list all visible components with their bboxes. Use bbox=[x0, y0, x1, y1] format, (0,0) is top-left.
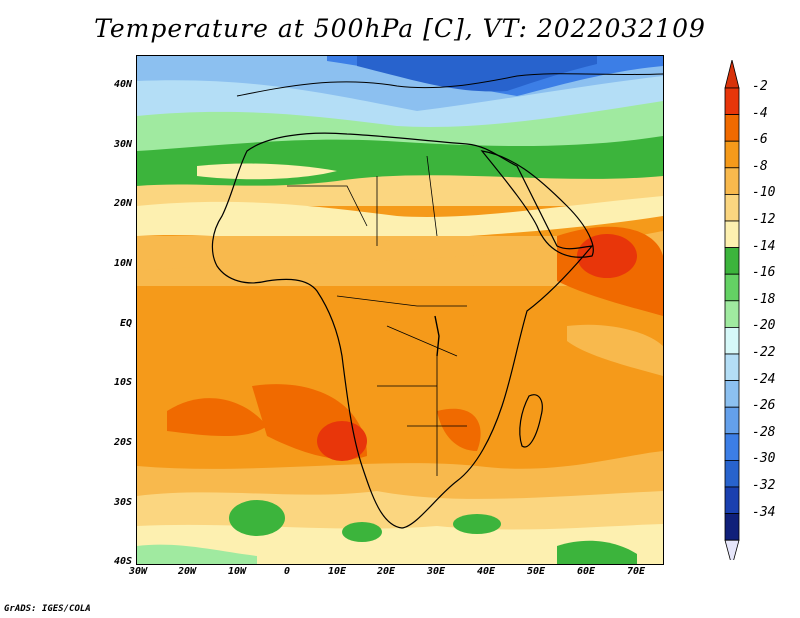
lat-tick: 30S bbox=[113, 497, 132, 508]
colorbar-swatch bbox=[724, 513, 740, 541]
lon-tick: 0 bbox=[283, 566, 291, 577]
lat-tick: 40N bbox=[113, 79, 132, 90]
colorbar-label: -14 bbox=[752, 238, 776, 254]
lon-tick: 70E bbox=[626, 566, 646, 577]
credit-text: GrADS: IGES/COLA bbox=[4, 604, 91, 614]
lat-tick: 10N bbox=[113, 258, 132, 269]
colorbar-label: -10 bbox=[752, 185, 776, 201]
lon-tick: 60E bbox=[576, 566, 596, 577]
colorbar-bottom-arrow bbox=[724, 539, 740, 560]
colorbar-swatch bbox=[724, 459, 740, 488]
lon-tick: 10E bbox=[327, 566, 347, 577]
lon-tick: 20E bbox=[376, 566, 396, 577]
colorbar-swatch bbox=[724, 193, 740, 222]
lat-tick: 10S bbox=[113, 377, 132, 388]
colorbar-swatch bbox=[724, 433, 740, 461]
colorbar-label: -28 bbox=[752, 424, 776, 440]
lon-tick: 10W bbox=[227, 566, 247, 577]
colorbar-swatch bbox=[724, 220, 740, 249]
colorbar-swatch bbox=[724, 140, 740, 169]
colorbar-label: -16 bbox=[752, 265, 776, 281]
colorbar-swatch bbox=[724, 380, 740, 408]
colorbar-swatch bbox=[724, 167, 740, 195]
colorbar-top-arrow bbox=[724, 60, 740, 89]
colorbar-swatch bbox=[724, 273, 740, 302]
colorbar-label: -30 bbox=[752, 451, 776, 467]
colorbar-swatch bbox=[724, 114, 740, 142]
lon-tick: 50E bbox=[526, 566, 546, 577]
colorbar-label: -32 bbox=[752, 478, 776, 493]
colorbar-label: -4 bbox=[752, 105, 768, 121]
colorbar-swatch bbox=[724, 326, 740, 355]
colorbar-label: -2 bbox=[752, 79, 768, 94]
colorbar-label: -22 bbox=[752, 345, 776, 360]
colorbar-label: -20 bbox=[752, 318, 776, 334]
map-field bbox=[137, 56, 663, 564]
lon-tick: 30E bbox=[426, 566, 446, 577]
colorbar-label: -6 bbox=[752, 132, 768, 148]
lat-tick: 40S bbox=[113, 556, 132, 567]
colorbar-swatch bbox=[724, 486, 740, 515]
colorbar-label: -18 bbox=[752, 291, 776, 307]
colorbar-label: -8 bbox=[752, 158, 768, 174]
colorbar-swatch bbox=[724, 247, 740, 275]
colorbar-label: -26 bbox=[752, 398, 776, 414]
lat-tick: 30N bbox=[113, 139, 132, 150]
lat-tick: 20S bbox=[113, 437, 132, 448]
colorbar-label: -24 bbox=[752, 371, 776, 387]
temperature-map bbox=[136, 55, 664, 565]
colorbar-swatch bbox=[724, 87, 740, 116]
lon-tick: 20W bbox=[177, 566, 197, 577]
colorbar-swatch bbox=[724, 300, 740, 328]
colorbar-swatch bbox=[724, 353, 740, 382]
chart-title: Temperature at 500hPa [C], VT: 202203210… bbox=[94, 14, 706, 43]
colorbar-label: -34 bbox=[752, 504, 776, 520]
colorbar-swatch bbox=[724, 406, 740, 435]
colorbar-label: -12 bbox=[752, 212, 776, 227]
colorbar bbox=[724, 60, 740, 560]
lat-tick: 20N bbox=[113, 198, 132, 209]
lat-tick: EQ bbox=[119, 318, 132, 329]
lon-tick: 30W bbox=[128, 566, 148, 577]
lon-tick: 40E bbox=[476, 566, 496, 577]
